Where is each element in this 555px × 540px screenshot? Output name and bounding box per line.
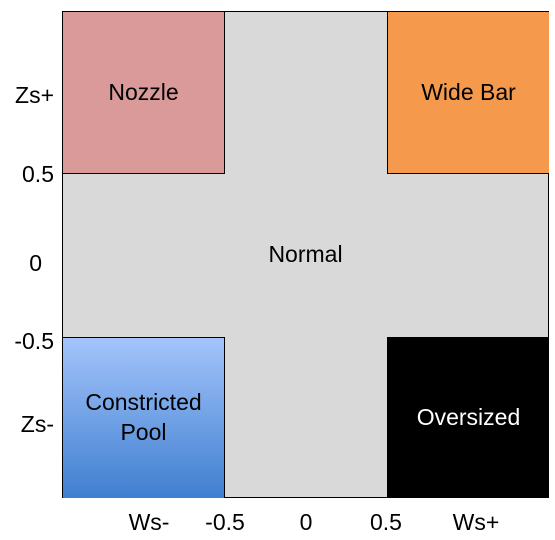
y-axis-label-minus-0.5: -0.5 (14, 328, 54, 354)
y-axis-label-0.5: 0.5 (22, 161, 54, 187)
region-label-oversized: Oversized (416, 404, 521, 431)
region-constricted-pool: Constricted Pool (63, 337, 225, 498)
region-wide-bar: Wide Bar (387, 12, 549, 174)
region-oversized: Oversized (387, 337, 549, 498)
region-nozzle: Nozzle (63, 12, 225, 174)
region-label-nozzle: Nozzle (108, 78, 179, 105)
region-label-constricted-pool: Constricted Pool (85, 388, 201, 448)
region-label-constricted-pool-line-2: Pool (120, 419, 167, 445)
x-axis-label-0.5: 0.5 (370, 509, 402, 535)
region-diagram: Normal Nozzle Wide Bar Constricted Pool … (62, 11, 549, 498)
y-axis-label-zs-minus: Zs- (20, 411, 54, 437)
x-axis-label-minus-0.5: -0.5 (205, 509, 245, 535)
region-label-constricted-pool-line-1: Constricted (85, 389, 202, 416)
y-axis-label-zs-plus: Zs+ (15, 82, 54, 108)
region-label-normal: Normal (268, 240, 343, 267)
y-axis-label-0: 0 (29, 250, 42, 276)
region-label-wide-bar: Wide Bar (421, 78, 516, 105)
x-axis-label-0: 0 (299, 509, 313, 535)
x-axis-label-ws-plus: Ws+ (452, 509, 500, 535)
x-axis-label-ws-minus: Ws- (128, 509, 170, 535)
